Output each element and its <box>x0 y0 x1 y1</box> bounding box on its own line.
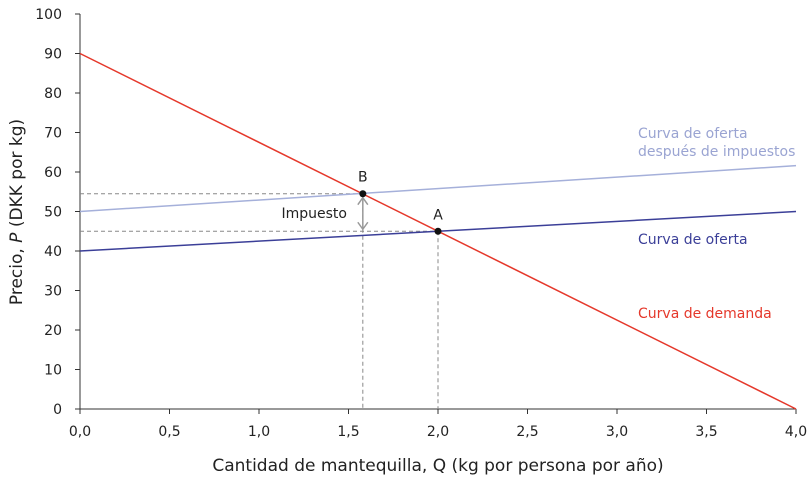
y-tick-label: 30 <box>44 284 62 300</box>
y-tick-label: 90 <box>44 47 62 63</box>
x-tick-label: 1,0 <box>248 424 270 440</box>
x-tick-label: 2,0 <box>427 424 449 440</box>
supply-label: Curva de oferta <box>638 232 748 248</box>
points: AB <box>358 170 443 235</box>
taxed-supply-label-1: Curva de oferta <box>638 126 748 142</box>
y-tick-label: 10 <box>44 363 62 379</box>
taxed-supply-curve <box>79 164 797 213</box>
x-tick-label: 0,0 <box>69 424 91 440</box>
taxed-supply-label-2: después de impuestos <box>638 144 795 160</box>
y-tick-label: 100 <box>35 7 62 23</box>
x-tick-label: 3,5 <box>695 424 717 440</box>
y-tick-label: 40 <box>44 244 62 260</box>
y-tick-label: 70 <box>44 126 62 142</box>
x-tick-label: 2,5 <box>516 424 538 440</box>
tax-arrow-head-down <box>357 221 369 231</box>
point-b <box>359 190 367 198</box>
demand-label: Curva de demanda <box>638 306 772 322</box>
tax-arrow-head-up <box>357 196 369 206</box>
x-axis-label: Cantidad de mantequilla, Q (kg por perso… <box>212 456 663 476</box>
y-tick-label: 20 <box>44 323 62 339</box>
y-tick-label: 50 <box>44 205 62 221</box>
point-label: B <box>358 170 368 186</box>
y-tick-label: 60 <box>44 165 62 181</box>
y-tick-label: 80 <box>44 86 62 102</box>
x-tick-label: 4,0 <box>785 424 807 440</box>
point-a <box>434 227 442 235</box>
y-axis-label: Precio, P (DKK por kg) <box>7 119 27 305</box>
y-tick-label: 0 <box>53 402 62 418</box>
x-tick-label: 1,5 <box>337 424 359 440</box>
guide-lines <box>80 193 439 409</box>
point-label: A <box>433 207 443 223</box>
x-tick-label: 0,5 <box>158 424 180 440</box>
axes: 0,0 0,5 1,0 1,5 2,0 2,5 3,0 3,5 4,0 0 10 20 30 40 50 60… <box>35 7 807 440</box>
x-tick-label: 3,0 <box>606 424 628 440</box>
tax-label: Impuesto <box>282 206 348 222</box>
